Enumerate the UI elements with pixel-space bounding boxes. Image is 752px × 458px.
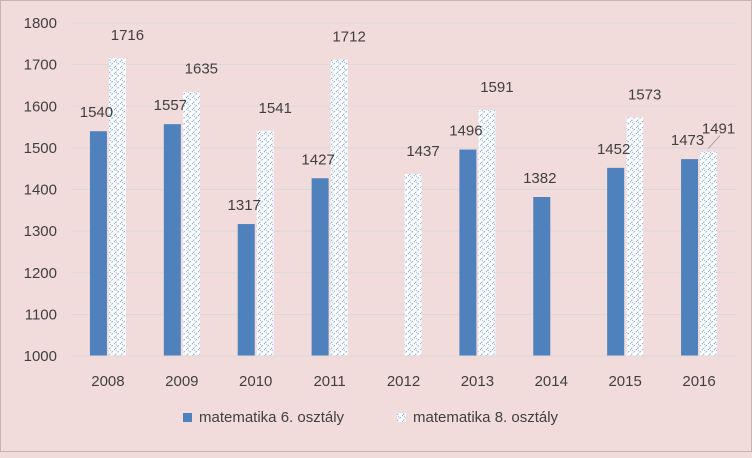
y-tick-label: 1800 bbox=[24, 15, 57, 32]
x-tick-label: 2012 bbox=[387, 373, 420, 390]
x-tick-label: 2009 bbox=[165, 373, 198, 390]
bar-series1 bbox=[607, 167, 625, 356]
bar-series1 bbox=[311, 178, 329, 356]
bar-series1 bbox=[459, 149, 477, 356]
bar-series1 bbox=[89, 131, 107, 356]
y-tick-label: 1400 bbox=[24, 182, 57, 199]
x-tick-label: 2010 bbox=[239, 373, 272, 390]
bar-series1 bbox=[237, 224, 255, 356]
x-tick-label: 2015 bbox=[608, 373, 641, 390]
bar-series2 bbox=[182, 91, 200, 357]
y-tick-label: 1000 bbox=[24, 348, 57, 365]
data-label: 1591 bbox=[480, 79, 513, 96]
bar-series2 bbox=[478, 109, 496, 356]
data-label: 1452 bbox=[597, 141, 630, 158]
bar-series2 bbox=[256, 130, 274, 356]
bar-series1 bbox=[163, 124, 181, 357]
data-label: 1317 bbox=[228, 197, 261, 214]
data-label: 1635 bbox=[185, 61, 218, 78]
x-tick-label: 2016 bbox=[682, 373, 715, 390]
bar-series2 bbox=[108, 57, 126, 357]
bar-series2 bbox=[626, 117, 644, 357]
bar-series2 bbox=[700, 151, 718, 356]
y-tick-label: 1700 bbox=[24, 57, 57, 74]
x-tick-label: 2008 bbox=[91, 373, 124, 390]
legend-label-2: matematika 8. osztály bbox=[413, 409, 559, 426]
data-label: 1716 bbox=[111, 27, 144, 44]
y-tick-label: 1500 bbox=[24, 140, 57, 157]
bar-series2 bbox=[330, 59, 348, 356]
data-label: 1427 bbox=[301, 151, 334, 168]
y-tick-label: 1300 bbox=[24, 223, 57, 240]
data-label: 1573 bbox=[628, 86, 661, 103]
data-label: 1382 bbox=[523, 170, 556, 187]
data-label: 1712 bbox=[332, 29, 365, 46]
data-label: 1541 bbox=[259, 100, 292, 117]
data-label: 1557 bbox=[154, 97, 187, 114]
x-tick-label: 2013 bbox=[461, 373, 494, 390]
x-tick-label: 2014 bbox=[535, 373, 568, 390]
data-label: 1540 bbox=[80, 104, 113, 121]
leader-line bbox=[707, 135, 721, 149]
data-label: 1437 bbox=[406, 143, 439, 160]
y-tick-label: 1600 bbox=[24, 98, 57, 115]
bar-series1 bbox=[681, 159, 699, 356]
bar-series1 bbox=[533, 196, 551, 356]
legend-swatch-2 bbox=[397, 413, 406, 422]
data-label: 1491 bbox=[702, 121, 735, 138]
y-tick-label: 1200 bbox=[24, 265, 57, 282]
data-label: 1473 bbox=[671, 132, 704, 149]
bar-series2 bbox=[404, 174, 422, 356]
data-label: 1496 bbox=[449, 123, 482, 140]
legend-label-1: matematika 6. osztály bbox=[199, 409, 345, 426]
x-tick-label: 2011 bbox=[313, 373, 345, 390]
y-tick-label: 1100 bbox=[25, 306, 57, 323]
legend-swatch-1 bbox=[183, 413, 192, 422]
